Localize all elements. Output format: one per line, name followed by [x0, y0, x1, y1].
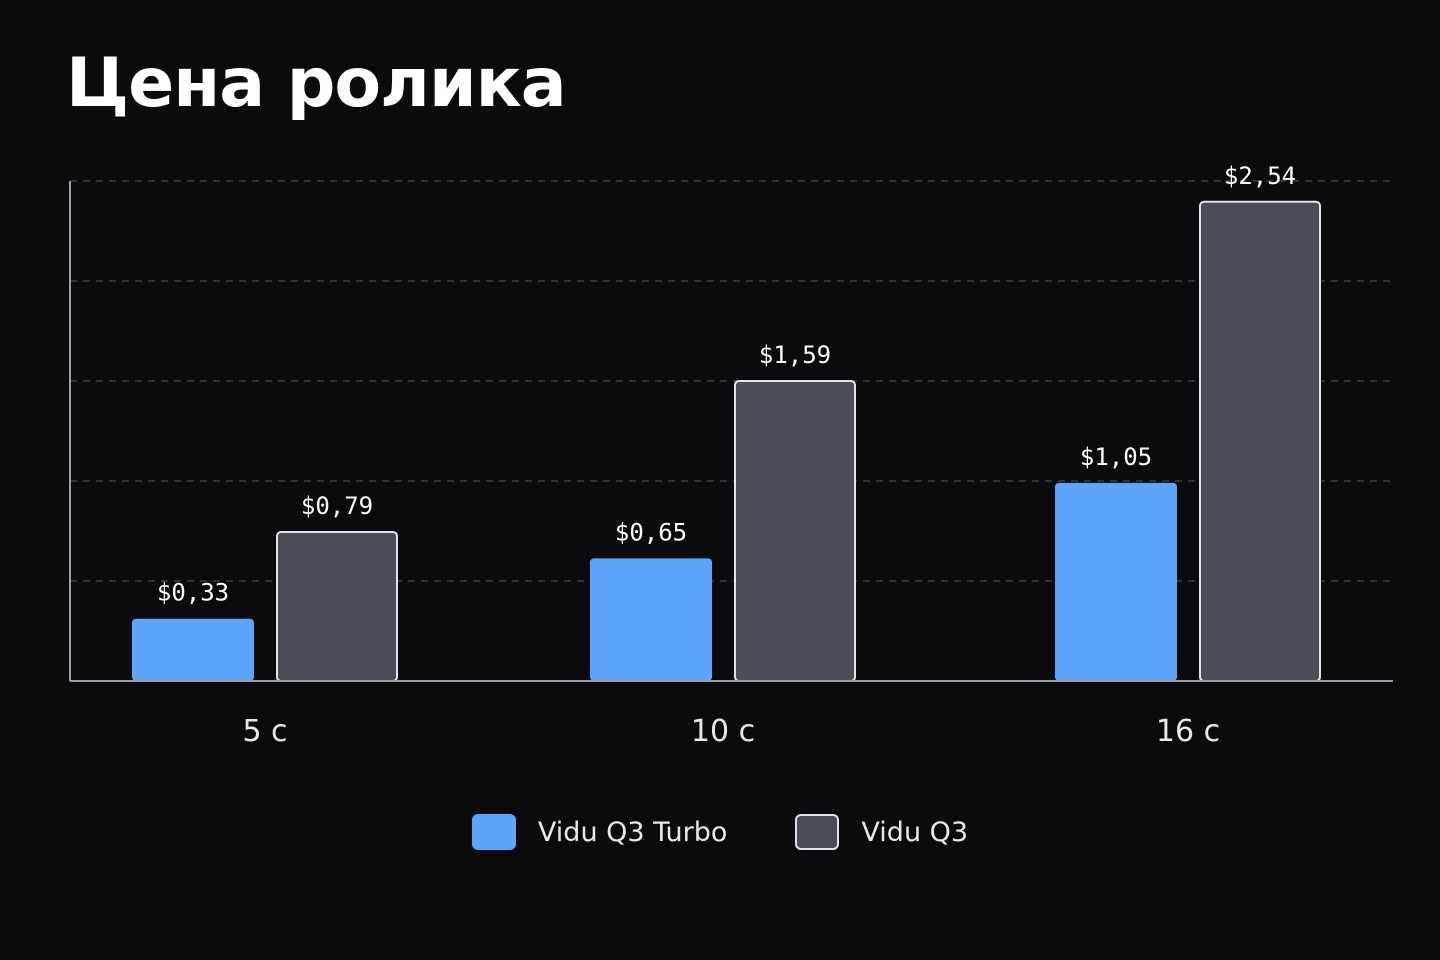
data-label-q3-2: $2,54	[1224, 162, 1296, 190]
bar-q3-2	[1199, 200, 1321, 682]
data-label-q3-0: $0,79	[301, 492, 373, 520]
data-label-turbo-2: $1,05	[1080, 443, 1152, 471]
x-tick-label-0: 5 c	[242, 714, 287, 749]
legend-item-q3: Vidu Q3	[795, 814, 968, 850]
data-label-q3-1: $1,59	[759, 341, 831, 369]
legend: Vidu Q3 Turbo Vidu Q3	[0, 814, 1440, 850]
bars	[132, 200, 1321, 683]
bar-turbo-1	[590, 558, 712, 681]
data-label-turbo-0: $0,33	[157, 579, 229, 607]
x-tick-label-2: 16 c	[1156, 714, 1220, 749]
bar-q3-1	[734, 380, 856, 682]
x-tick-label-1: 10 c	[691, 714, 755, 749]
bar-turbo-2	[1055, 482, 1177, 681]
data-labels: $0,33 $0,79 $0,65 $1,59 $1,05 $2,54	[157, 162, 1296, 607]
bar-q3-0	[276, 530, 398, 683]
legend-label-turbo: Vidu Q3 Turbo	[537, 816, 728, 848]
legend-label-q3: Vidu Q3	[861, 816, 969, 848]
legend-swatch-q3	[795, 814, 840, 850]
chart-title: Цена ролика	[66, 44, 567, 123]
axes	[69, 181, 1393, 682]
data-label-turbo-1: $0,65	[615, 518, 687, 546]
legend-swatch-turbo	[471, 814, 516, 850]
legend-item-turbo: Vidu Q3 Turbo	[471, 814, 728, 850]
bar-turbo-0	[132, 618, 254, 681]
x-tick-labels: 5 c 10 c 16 c	[242, 714, 1220, 749]
gridlines	[70, 180, 1393, 582]
